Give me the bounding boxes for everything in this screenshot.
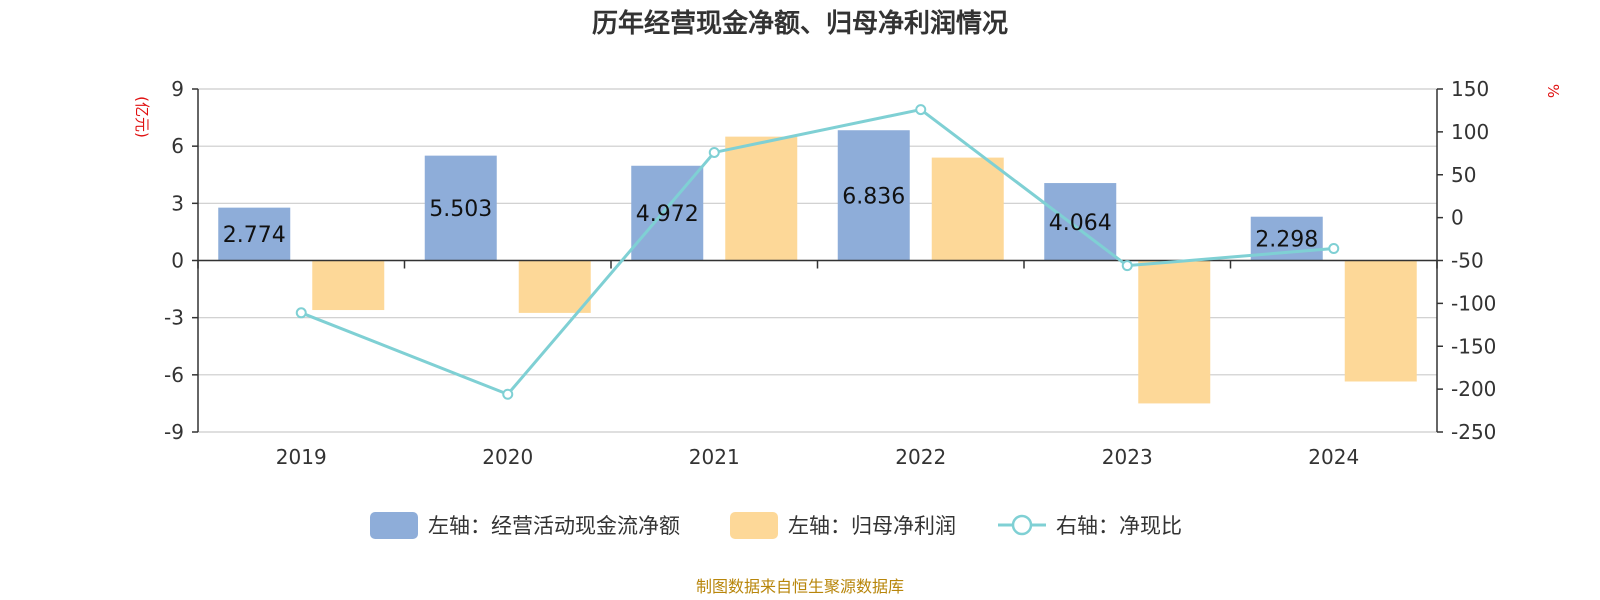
right-axis-unit: %: [1544, 84, 1562, 98]
left-tick-label: 6: [171, 134, 184, 158]
left-axis: 9 6 3 0 -3 -6 -9: [164, 77, 199, 444]
net-cash-ratio-point: [1328, 242, 1340, 254]
right-tick-label: 150: [1451, 77, 1489, 101]
bar-net-profit: [725, 136, 798, 261]
net-cash-ratio-line: [300, 107, 1334, 397]
left-tick-label: -6: [164, 363, 184, 387]
bar-value-label: 5.503: [429, 197, 492, 222]
bar-net-profit: [518, 260, 591, 313]
legend-swatch: [370, 512, 418, 539]
left-tick-label: -3: [164, 306, 184, 330]
x-tick-label: 2024: [1308, 445, 1359, 469]
legend-label: 左轴：经营活动现金流净额: [428, 514, 680, 538]
net-cash-ratio-point: [1121, 260, 1133, 272]
legend-item-net-profit: 左轴：归母净利润: [730, 512, 956, 539]
x-tick-label: 2022: [895, 445, 946, 469]
source-note: 制图数据来自恒生聚源数据库: [696, 577, 904, 596]
legend-label: 右轴：净现比: [1056, 514, 1182, 538]
legend-item-operating-cash-flow: 左轴：经营活动现金流净额: [370, 512, 680, 539]
bar-net-profit: [312, 260, 385, 311]
left-tick-label: 0: [171, 249, 184, 273]
net-cash-ratio-point: [502, 388, 514, 400]
right-tick-label: 100: [1451, 120, 1489, 144]
data-labels: 2.774 5.503 4.972 6.836 4.064 2.298: [223, 184, 1318, 252]
left-axis-unit: (亿元): [133, 96, 151, 138]
right-tick-label: -200: [1451, 377, 1496, 401]
left-tick-label: -9: [164, 420, 184, 444]
right-axis: 150 100 50 0 -50 -100 -150 -200 -250: [1436, 77, 1496, 444]
bar-value-label: 2.298: [1255, 228, 1318, 253]
bar-operating-cash-flow: [218, 207, 291, 261]
left-tick-label: 3: [171, 191, 184, 215]
left-tick-label: 9: [171, 77, 184, 101]
bar-net-profit: [1344, 260, 1417, 382]
x-axis: 2019 2020 2021 2022 2023 2024: [197, 259, 1438, 469]
bar-net-profit: [1138, 260, 1211, 404]
legend-label: 左轴：归母净利润: [788, 514, 956, 538]
right-tick-label: -150: [1451, 334, 1496, 358]
x-tick-label: 2019: [276, 445, 327, 469]
x-tick-label: 2023: [1102, 445, 1153, 469]
bar-operating-cash-flow: [837, 130, 910, 261]
bar-operating-cash-flow: [424, 155, 497, 261]
right-tick-label: -100: [1451, 291, 1496, 315]
bar-net-profit: [931, 157, 1004, 261]
x-tick-label: 2021: [689, 445, 740, 469]
bar-value-label: 2.774: [223, 223, 286, 248]
legend[interactable]: 左轴：经营活动现金流净额 左轴：归母净利润 右轴：净现比: [370, 512, 1182, 539]
bar-value-label: 6.836: [842, 184, 905, 209]
net-cash-ratio-point: [708, 146, 720, 158]
net-cash-ratio-point: [915, 104, 927, 116]
net-cash-ratio-point: [295, 307, 307, 319]
bar-value-label: 4.064: [1049, 211, 1112, 236]
bar-value-label: 4.972: [636, 202, 699, 227]
right-tick-label: -50: [1451, 249, 1484, 273]
right-tick-label: 50: [1451, 163, 1476, 187]
legend-swatch: [730, 512, 778, 539]
bar-series: [218, 130, 1417, 404]
chart-title: 历年经营现金净额、归母净利润情况: [592, 8, 1008, 39]
right-tick-label: 0: [1451, 206, 1464, 230]
line-series: [295, 104, 1340, 400]
right-tick-label: -250: [1451, 420, 1496, 444]
legend-item-net-cash-ratio: 右轴：净现比: [998, 514, 1182, 538]
legend-marker: [1011, 514, 1033, 536]
x-tick-label: 2020: [482, 445, 533, 469]
